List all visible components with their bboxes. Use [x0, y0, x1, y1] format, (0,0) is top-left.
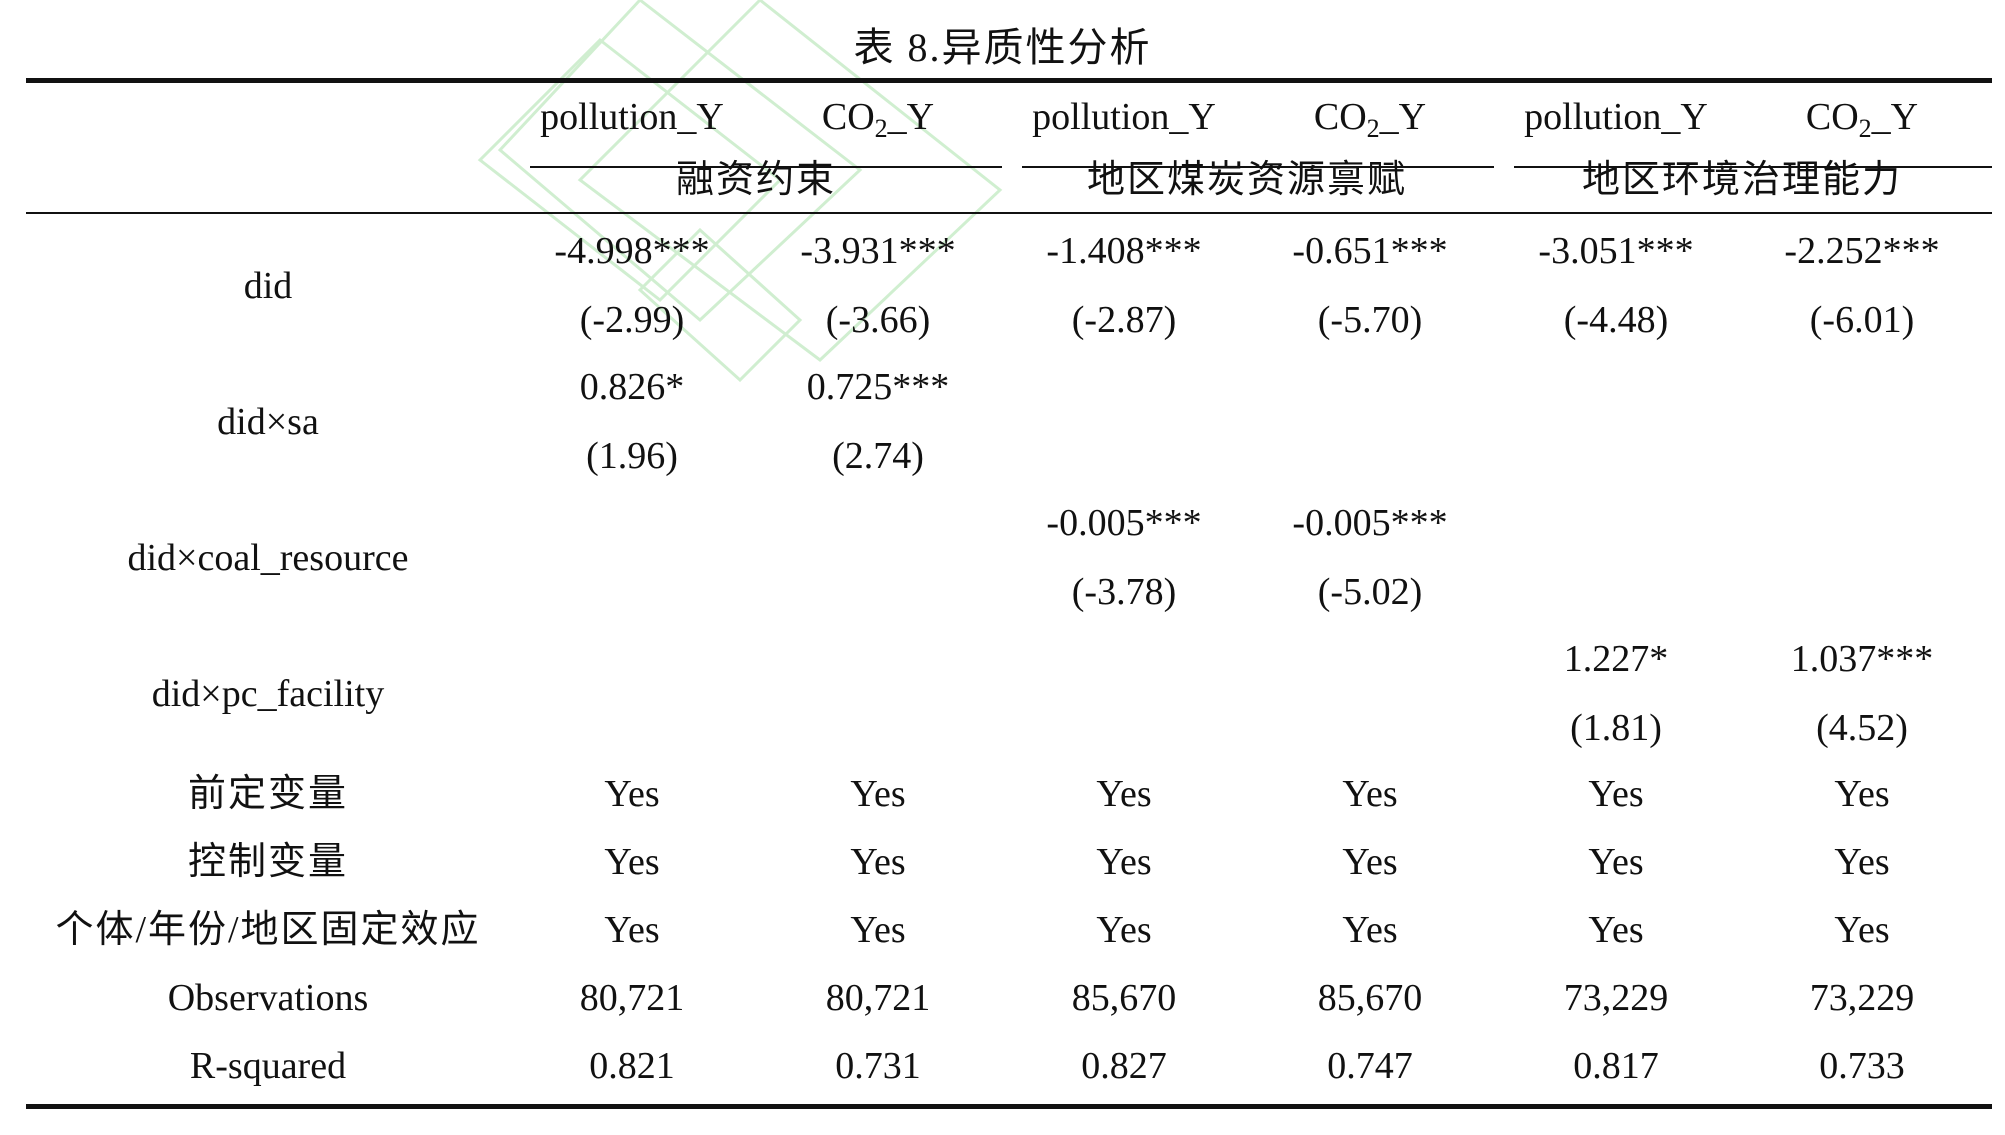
control-value-cell: Yes — [850, 909, 906, 951]
control-label: 前定变量 — [187, 773, 348, 815]
t-stat-cell: (-6.01) — [1809, 299, 1915, 341]
stat-value-cell: 0.827 — [1081, 1045, 1167, 1087]
stat-value-cell: 0.821 — [589, 1045, 675, 1087]
t-stat-cell: (-3.78) — [1071, 571, 1177, 613]
t-stat-cell: (-2.99) — [579, 299, 685, 341]
control-value-cell: Yes — [1342, 773, 1398, 815]
control-value-cell: Yes — [1588, 841, 1644, 883]
t-stat-cell: (2.74) — [832, 435, 924, 477]
group-header: 地区环境治理能力 — [1581, 159, 1902, 201]
control-value-cell: Yes — [1342, 841, 1398, 883]
control-value-cell: Yes — [1588, 773, 1644, 815]
top-rule — [26, 78, 1992, 83]
group-underline-1 — [530, 166, 1002, 168]
control-value-cell: Yes — [1834, 909, 1890, 951]
control-value-cell: Yes — [604, 909, 660, 951]
row-label: did×sa — [217, 401, 319, 443]
t-stat-cell: (1.81) — [1570, 707, 1662, 749]
coefficient-cell: 1.227* — [1563, 638, 1669, 680]
control-value-cell: Yes — [1834, 773, 1890, 815]
row-label: did×pc_facility — [151, 673, 385, 715]
stat-label: R-squared — [189, 1045, 347, 1087]
stat-value-cell: 80,721 — [825, 977, 931, 1019]
stat-value-cell: 73,229 — [1563, 977, 1669, 1019]
group-header: 地区煤炭资源禀赋 — [1086, 159, 1407, 201]
control-value-cell: Yes — [850, 773, 906, 815]
dependent-var-header: CO2_Y — [1805, 96, 1919, 143]
control-value-cell: Yes — [604, 773, 660, 815]
dependent-var-header: pollution_Y — [540, 96, 724, 138]
t-stat-cell: (-3.66) — [825, 299, 931, 341]
coefficient-cell: -0.651*** — [1292, 230, 1448, 272]
stat-value-cell: 0.747 — [1327, 1045, 1413, 1087]
coefficient-cell: -3.931*** — [800, 230, 956, 272]
table-title: 表 8.异质性分析 — [853, 25, 1152, 70]
control-label: 个体/年份/地区固定效应 — [55, 909, 481, 951]
t-stat-cell: (4.52) — [1816, 707, 1908, 749]
dependent-var-header: pollution_Y — [1524, 96, 1708, 138]
control-label: 控制变量 — [187, 841, 348, 883]
coefficient-cell: -2.252*** — [1784, 230, 1940, 272]
stat-value-cell: 85,670 — [1071, 977, 1177, 1019]
row-label: did×coal_resource — [127, 537, 409, 579]
group-header: 融资约束 — [675, 159, 836, 201]
coefficient-cell: 1.037*** — [1790, 638, 1934, 680]
coefficient-cell: -0.005*** — [1292, 502, 1448, 544]
dependent-var-header: pollution_Y — [1032, 96, 1216, 138]
header-rule — [26, 212, 1992, 214]
control-value-cell: Yes — [1342, 909, 1398, 951]
coefficient-cell: -0.005*** — [1046, 502, 1202, 544]
t-stat-cell: (-2.87) — [1071, 299, 1177, 341]
group-underline-2 — [1022, 166, 1494, 168]
control-value-cell: Yes — [1588, 909, 1644, 951]
group-underline-3 — [1514, 166, 1992, 168]
stat-value-cell: 85,670 — [1317, 977, 1423, 1019]
t-stat-cell: (-5.70) — [1317, 299, 1423, 341]
t-stat-cell: (-5.02) — [1317, 571, 1423, 613]
coefficient-cell: -3.051*** — [1538, 230, 1694, 272]
stat-value-cell: 0.733 — [1819, 1045, 1905, 1087]
control-value-cell: Yes — [1096, 773, 1152, 815]
bottom-rule — [26, 1104, 1992, 1109]
stat-value-cell: 0.817 — [1573, 1045, 1659, 1087]
control-value-cell: Yes — [1096, 909, 1152, 951]
dependent-var-header: CO2_Y — [1313, 96, 1427, 143]
stat-value-cell: 0.731 — [835, 1045, 921, 1087]
control-value-cell: Yes — [604, 841, 660, 883]
dependent-var-header: CO2_Y — [821, 96, 935, 143]
coefficient-cell: -4.998*** — [554, 230, 710, 272]
t-stat-cell: (-4.48) — [1563, 299, 1669, 341]
t-stat-cell: (1.96) — [586, 435, 678, 477]
control-value-cell: Yes — [850, 841, 906, 883]
coefficient-cell: -1.408*** — [1046, 230, 1202, 272]
coefficient-cell: 0.826* — [579, 366, 685, 408]
control-value-cell: Yes — [1096, 841, 1152, 883]
row-label: did — [243, 265, 293, 307]
stat-value-cell: 73,229 — [1809, 977, 1915, 1019]
coefficient-cell: 0.725*** — [806, 366, 950, 408]
stat-value-cell: 80,721 — [579, 977, 685, 1019]
stat-label: Observations — [167, 977, 369, 1019]
control-value-cell: Yes — [1834, 841, 1890, 883]
